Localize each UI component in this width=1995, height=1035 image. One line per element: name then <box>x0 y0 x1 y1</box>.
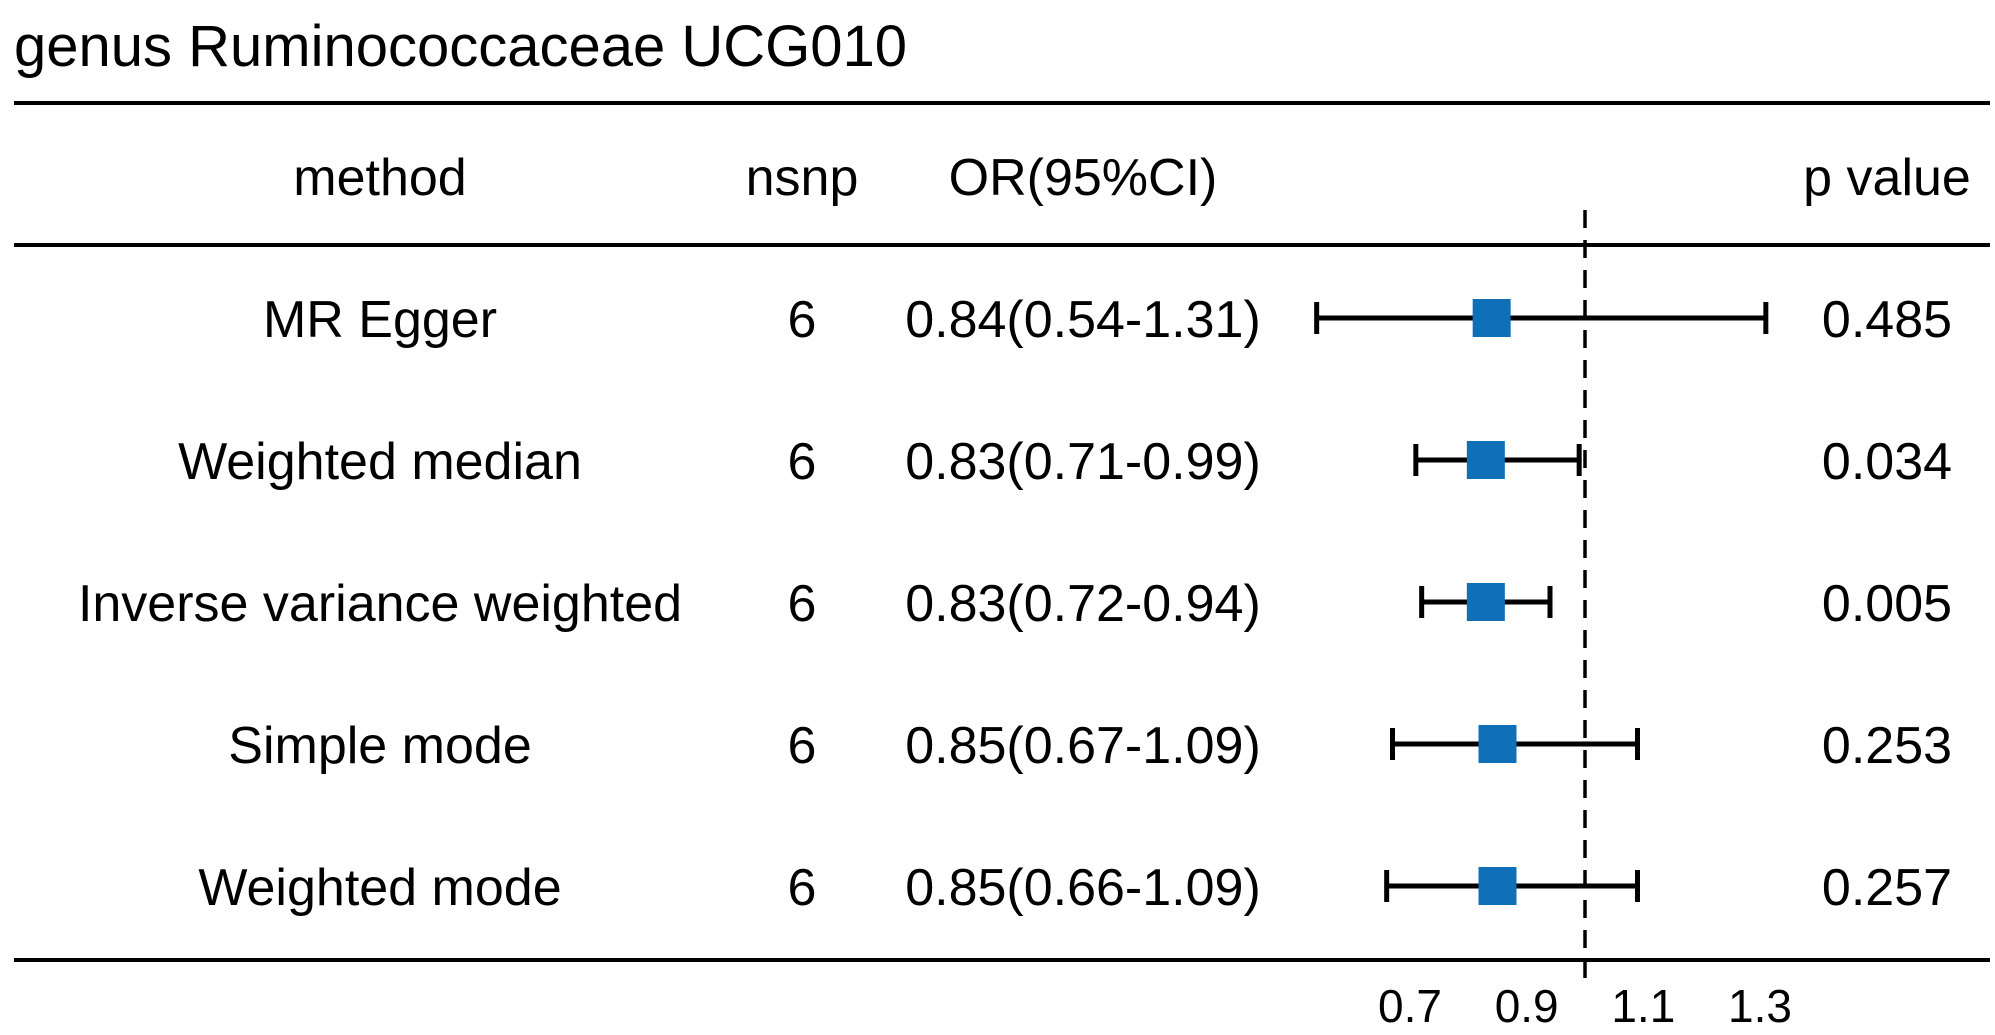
row-nsnp: 6 <box>788 717 817 775</box>
x-tick-label: 0.9 <box>1495 980 1559 1032</box>
or-point <box>1472 299 1511 337</box>
row-nsnp: 6 <box>788 433 817 491</box>
table-row: Weighted mode 6 0.85(0.66-1.09) 0.257 <box>198 859 1952 917</box>
x-tick-label: 0.7 <box>1378 980 1442 1032</box>
or-point <box>1466 441 1505 479</box>
table-row: Inverse variance weighted 6 0.83(0.72-0.94… <box>78 575 1952 633</box>
row-method: Weighted median <box>178 433 582 491</box>
row-p-value: 0.257 <box>1822 859 1952 917</box>
row-nsnp: 6 <box>788 575 817 633</box>
header-p-value: p value <box>1803 149 1971 207</box>
row-nsnp: 6 <box>788 291 817 349</box>
header-method: method <box>293 149 466 207</box>
header-or-ci: OR(95%CI) <box>949 149 1218 207</box>
row-p-value: 0.034 <box>1822 433 1952 491</box>
table-row: MR Egger 6 0.84(0.54-1.31) 0.485 <box>263 291 1952 349</box>
row-or-ci: 0.83(0.72-0.94) <box>905 575 1261 633</box>
row-method: Weighted mode <box>198 859 561 917</box>
x-tick-label: 1.3 <box>1728 980 1792 1032</box>
or-point <box>1466 583 1505 621</box>
row-or-ci: 0.84(0.54-1.31) <box>905 291 1261 349</box>
header-nsnp: nsnp <box>746 149 859 207</box>
chart-title: genus Ruminococcaceae UCG010 <box>14 14 907 79</box>
row-p-value: 0.253 <box>1822 717 1952 775</box>
row-or-ci: 0.83(0.71-0.99) <box>905 433 1261 491</box>
row-method: Inverse variance weighted <box>78 575 682 633</box>
or-point <box>1478 725 1517 763</box>
table-row: Weighted median 6 0.83(0.71-0.99) 0.034 <box>178 433 1952 491</box>
row-method: MR Egger <box>263 291 497 349</box>
row-method: Simple mode <box>228 717 531 775</box>
row-p-value: 0.485 <box>1822 291 1952 349</box>
row-or-ci: 0.85(0.67-1.09) <box>905 717 1261 775</box>
row-nsnp: 6 <box>788 859 817 917</box>
row-or-ci: 0.85(0.66-1.09) <box>905 859 1261 917</box>
table-row: Simple mode 6 0.85(0.67-1.09) 0.253 <box>228 717 1952 775</box>
rows-layer: MR Egger 6 0.84(0.54-1.31) 0.485 Weighted me… <box>78 291 1952 917</box>
x-axis-ticks: 0.7 0.9 1.1 1.3 <box>1378 980 1792 1032</box>
row-p-value: 0.005 <box>1822 575 1952 633</box>
x-tick-label: 1.1 <box>1611 980 1675 1032</box>
or-point <box>1478 867 1517 905</box>
